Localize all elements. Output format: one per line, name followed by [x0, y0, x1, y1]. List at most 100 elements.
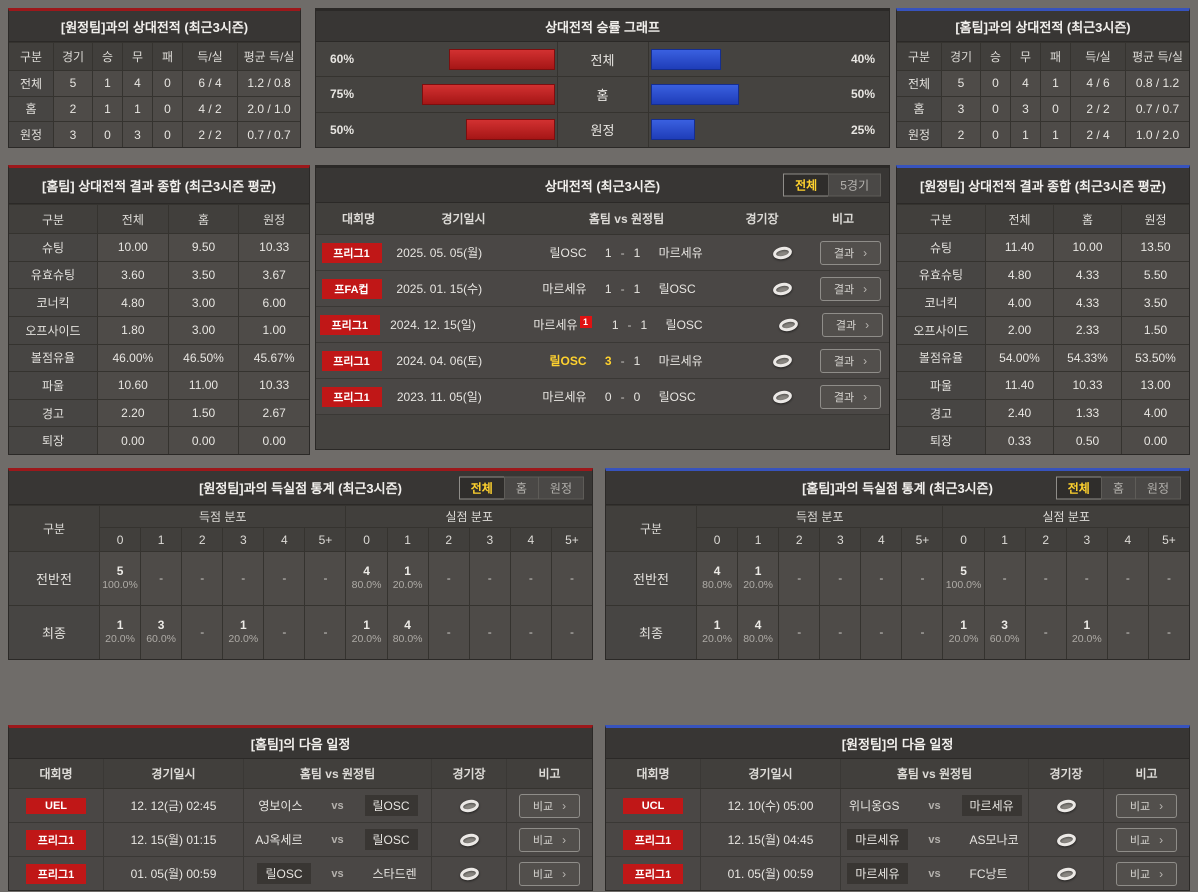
stat-cell: 4 80.0% — [387, 606, 428, 659]
header-league: 대회명 — [606, 759, 701, 788]
tab-all[interactable]: 전체 — [458, 476, 505, 499]
panel-title: [원정팀]과의 득실점 통계 (최근3시즌) 전체 홈 원정 — [9, 471, 592, 505]
winrate-left-value: 75% — [330, 87, 355, 102]
tab-away[interactable]: 원정 — [537, 476, 584, 499]
tab-home[interactable]: 홈 — [1100, 476, 1136, 499]
tab-away[interactable]: 원정 — [1134, 476, 1181, 499]
row-label: 퇴장 — [9, 427, 97, 454]
table-cell: 4.00 — [986, 289, 1053, 316]
match-row: 프리그1 2024. 04. 06(토) 릴OSC 3-1 마르세유 결과 › — [316, 343, 889, 379]
home-goal-stats-tab-group: 전체 홈 원정 — [1055, 476, 1181, 499]
table-cell: 10.33 — [1054, 372, 1121, 399]
stat-cell: 1 20.0% — [223, 606, 264, 659]
result-button-label: 결과 — [833, 247, 855, 260]
table-cell: 13.00 — [1122, 372, 1189, 399]
stadium-icon[interactable] — [458, 865, 480, 882]
table-cell: 46.50% — [168, 344, 239, 372]
stadium-icon[interactable] — [1055, 797, 1077, 814]
stat-cell: 1 20.0% — [1066, 606, 1107, 659]
note-cell: 결과 › — [812, 379, 889, 414]
table-cell: 10.33 — [239, 234, 309, 261]
result-button[interactable]: 결과 › — [819, 240, 882, 265]
table-cell: 46.00% — [98, 344, 168, 372]
stadium-cell — [754, 379, 813, 414]
stadium-icon[interactable] — [458, 831, 480, 848]
stadium-icon[interactable] — [1055, 831, 1077, 848]
compare-button[interactable]: 비교 › — [518, 827, 581, 852]
match-teams: 릴OSC 3-1 마르세유 — [492, 343, 754, 378]
table-cell: 1.0 / 2.0 — [1126, 122, 1189, 147]
h2h-table-header: 대회명 경기일시 홈팀 vs 원정팀 경기장 비고 — [316, 203, 889, 235]
table-cell: 3 — [1011, 96, 1040, 122]
table-cell: 3.60 — [98, 261, 168, 289]
blue-bar — [650, 48, 722, 70]
row-label: 원정 — [9, 122, 53, 147]
stadium-icon[interactable] — [772, 352, 794, 369]
schedule-league-cell: 프리그1 — [606, 857, 701, 890]
header-match: 홈팀 vs 원정팀 — [588, 212, 665, 226]
note-cell: 비교 › — [507, 857, 592, 890]
row-label: 볼점유율 — [9, 344, 97, 372]
compare-button[interactable]: 비교 › — [1115, 793, 1178, 818]
stats-row-label: 전반전 — [9, 552, 99, 605]
stadium-cell — [754, 271, 813, 306]
away-schedule-header: 대회명 경기일시 홈팀 vs 원정팀 경기장 비고 — [606, 759, 1189, 789]
compare-button[interactable]: 비교 › — [1115, 861, 1178, 886]
stat-cell: - — [1107, 606, 1148, 659]
compare-button[interactable]: 비교 › — [1115, 827, 1178, 852]
table-cell: 2.40 — [986, 399, 1053, 427]
winrate-row: 75% 홈 50% — [316, 77, 889, 113]
stat-cell: - — [984, 552, 1025, 605]
compare-button[interactable]: 비교 › — [518, 793, 581, 818]
score-dash: - — [620, 245, 625, 260]
stat-cell: - — [551, 552, 592, 605]
league-badge: UCL — [623, 797, 683, 814]
match-date: 2025. 01. 15(수) — [396, 282, 483, 296]
stadium-icon[interactable] — [458, 797, 480, 814]
header-stadium: 경기장 — [1029, 759, 1104, 788]
stat-cell: 3 60.0% — [984, 606, 1025, 659]
result-button[interactable]: 결과 › — [819, 348, 882, 373]
table-header-cell: 원정 — [1122, 205, 1189, 233]
tab-all[interactable]: 전체 — [1055, 476, 1102, 499]
panel-title: 상대전적 승률 그래프 — [316, 11, 889, 42]
stadium-icon[interactable] — [772, 388, 794, 405]
table-header-cell: 평균 득/실 — [238, 43, 300, 70]
match-league-cell: 프리그1 — [316, 307, 383, 342]
away-score: 1 — [633, 245, 641, 260]
winrate-left-value: 60% — [330, 52, 355, 67]
tab-all[interactable]: 전체 — [783, 173, 830, 197]
stats-group-header: 실점 분포 — [346, 506, 592, 527]
stadium-icon[interactable] — [772, 280, 794, 297]
result-button[interactable]: 결과 › — [821, 312, 884, 337]
stadium-cell — [1029, 857, 1104, 890]
stat-percent: 20.0% — [105, 633, 135, 646]
compare-button[interactable]: 비교 › — [518, 861, 581, 886]
note-cell: 비교 › — [1104, 857, 1189, 890]
stat-percent: 20.0% — [228, 633, 259, 646]
table-cell: 3.50 — [168, 261, 239, 289]
home-team: 영보이스 — [258, 799, 303, 813]
table-cell: 11.40 — [986, 372, 1053, 399]
tab-5games[interactable]: 5경기 — [828, 173, 881, 197]
tab-home[interactable]: 홈 — [503, 476, 539, 499]
match-date: 2025. 05. 05(월) — [396, 246, 483, 260]
stadium-icon[interactable] — [772, 244, 794, 261]
table-cell: 5 — [54, 71, 92, 96]
winrate-right-bar-area — [647, 42, 830, 77]
home-team: 위니옹GS — [849, 799, 900, 813]
stadium-cell — [754, 343, 813, 378]
league-badge: 프리그1 — [26, 863, 86, 884]
result-button[interactable]: 결과 › — [819, 276, 882, 301]
score-dash: - — [620, 281, 625, 296]
stat-cell: - — [1025, 606, 1066, 659]
table-cell: 11.40 — [986, 234, 1053, 261]
result-button[interactable]: 결과 › — [819, 384, 882, 409]
table-cell: 3 — [942, 96, 980, 122]
table-header-cell: 전체 — [986, 205, 1053, 233]
table-cell: 1 — [1041, 71, 1070, 96]
away-team-area: 마르세유 — [961, 795, 1029, 816]
stat-cell: - — [779, 552, 820, 605]
stadium-icon[interactable] — [1055, 865, 1077, 882]
stadium-icon[interactable] — [777, 316, 799, 333]
